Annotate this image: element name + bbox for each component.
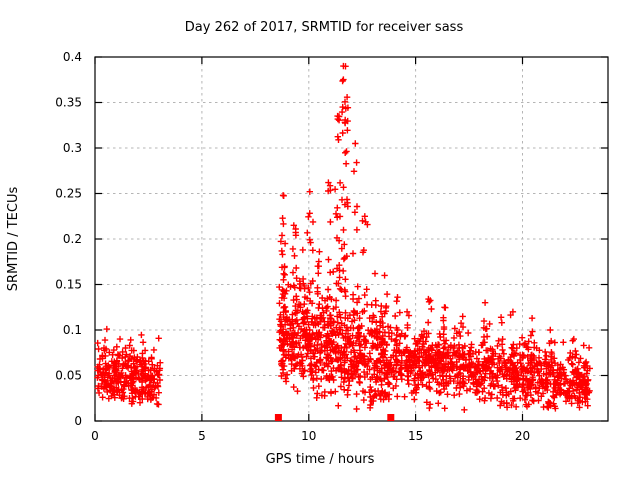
y-tick-label: 0.05 [55, 369, 82, 383]
y-tick-label: 0.1 [63, 323, 82, 337]
chart-title: Day 262 of 2017, SRMTID for receiver sas… [185, 20, 464, 35]
zero-value-square [387, 414, 395, 421]
plot-border [94, 56, 609, 422]
zero-value-markers [274, 414, 395, 421]
data-points-layer [94, 62, 593, 413]
x-tick-label: 5 [198, 429, 206, 443]
scatter-points [94, 62, 593, 413]
y-tick-label: 0.2 [63, 232, 82, 246]
x-tick-label: 0 [91, 429, 99, 443]
x-axis-label: GPS time / hours [266, 452, 375, 467]
y-axis-label: SRMTID / TECUs [6, 187, 21, 292]
zero-value-square [274, 414, 282, 421]
x-tick-label: 15 [408, 429, 423, 443]
x-tick-labels: 0 5 10 15 20 [91, 429, 530, 443]
y-tick-label: 0.4 [63, 50, 82, 64]
y-tick-labels: 0 0.05 0.1 0.15 0.2 0.25 0.3 0.35 0.4 [55, 50, 82, 428]
x-tick-label: 20 [515, 429, 530, 443]
x-tick-label: 10 [301, 429, 316, 443]
y-tick-label: 0.35 [55, 96, 82, 110]
y-tick-label: 0.3 [63, 141, 82, 155]
y-tick-label: 0 [74, 414, 82, 428]
y-tick-label: 0.25 [55, 187, 82, 201]
y-tick-label: 0.15 [55, 278, 82, 292]
